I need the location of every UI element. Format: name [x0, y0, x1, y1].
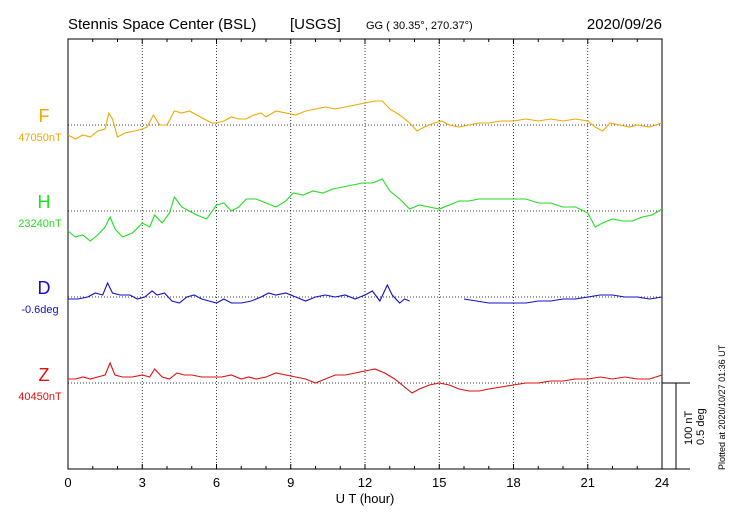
- date-label: 2020/09/26: [587, 16, 662, 33]
- coordinates-label: GG ( 30.35°, 270.37°): [366, 20, 473, 32]
- agency-label: [USGS]: [290, 16, 341, 33]
- series-line-f: [67, 100, 663, 140]
- series-baseline-z: 40450nT: [18, 391, 62, 403]
- x-tick-label: 3: [139, 475, 146, 490]
- series-name-h: H: [38, 192, 51, 212]
- series-name-z: Z: [39, 365, 50, 385]
- scale-deg-label: 0.5 deg: [695, 408, 707, 445]
- series-line-z: [68, 361, 663, 394]
- series-baseline-f: 47050nT: [18, 132, 62, 144]
- x-tick-label: 9: [287, 475, 294, 490]
- x-tick-label: 15: [432, 475, 446, 490]
- scale-nt-label: 100 nT: [683, 410, 695, 445]
- series-group: [67, 100, 663, 394]
- scale-bar: [662, 382, 690, 470]
- series-name-d: D: [38, 278, 51, 298]
- x-tick-label: 6: [213, 475, 220, 490]
- x-axis-label: U T (hour): [336, 491, 395, 506]
- x-tick-label: 18: [506, 475, 520, 490]
- x-tick-label: 12: [358, 475, 372, 490]
- series-labels: F 47050nT H 23240nT D -0.6deg Z 40450nT: [18, 106, 62, 403]
- series-line-h: [67, 178, 663, 242]
- x-ticks: 0 3 6 9 12 15 18 21 24: [64, 39, 669, 490]
- grid-lines: [68, 39, 662, 469]
- x-tick-label: 21: [581, 475, 595, 490]
- series-baseline-h: 23240nT: [18, 218, 62, 230]
- series-line-d: [68, 281, 663, 304]
- series-name-f: F: [39, 106, 50, 126]
- station-title: Stennis Space Center (BSL): [68, 16, 256, 33]
- series-baseline-d: -0.6deg: [21, 304, 58, 316]
- x-tick-label: 0: [64, 475, 71, 490]
- plotted-note: Plotted at 2020/10/27 01:36 UT: [717, 344, 727, 470]
- x-tick-label: 24: [655, 475, 669, 490]
